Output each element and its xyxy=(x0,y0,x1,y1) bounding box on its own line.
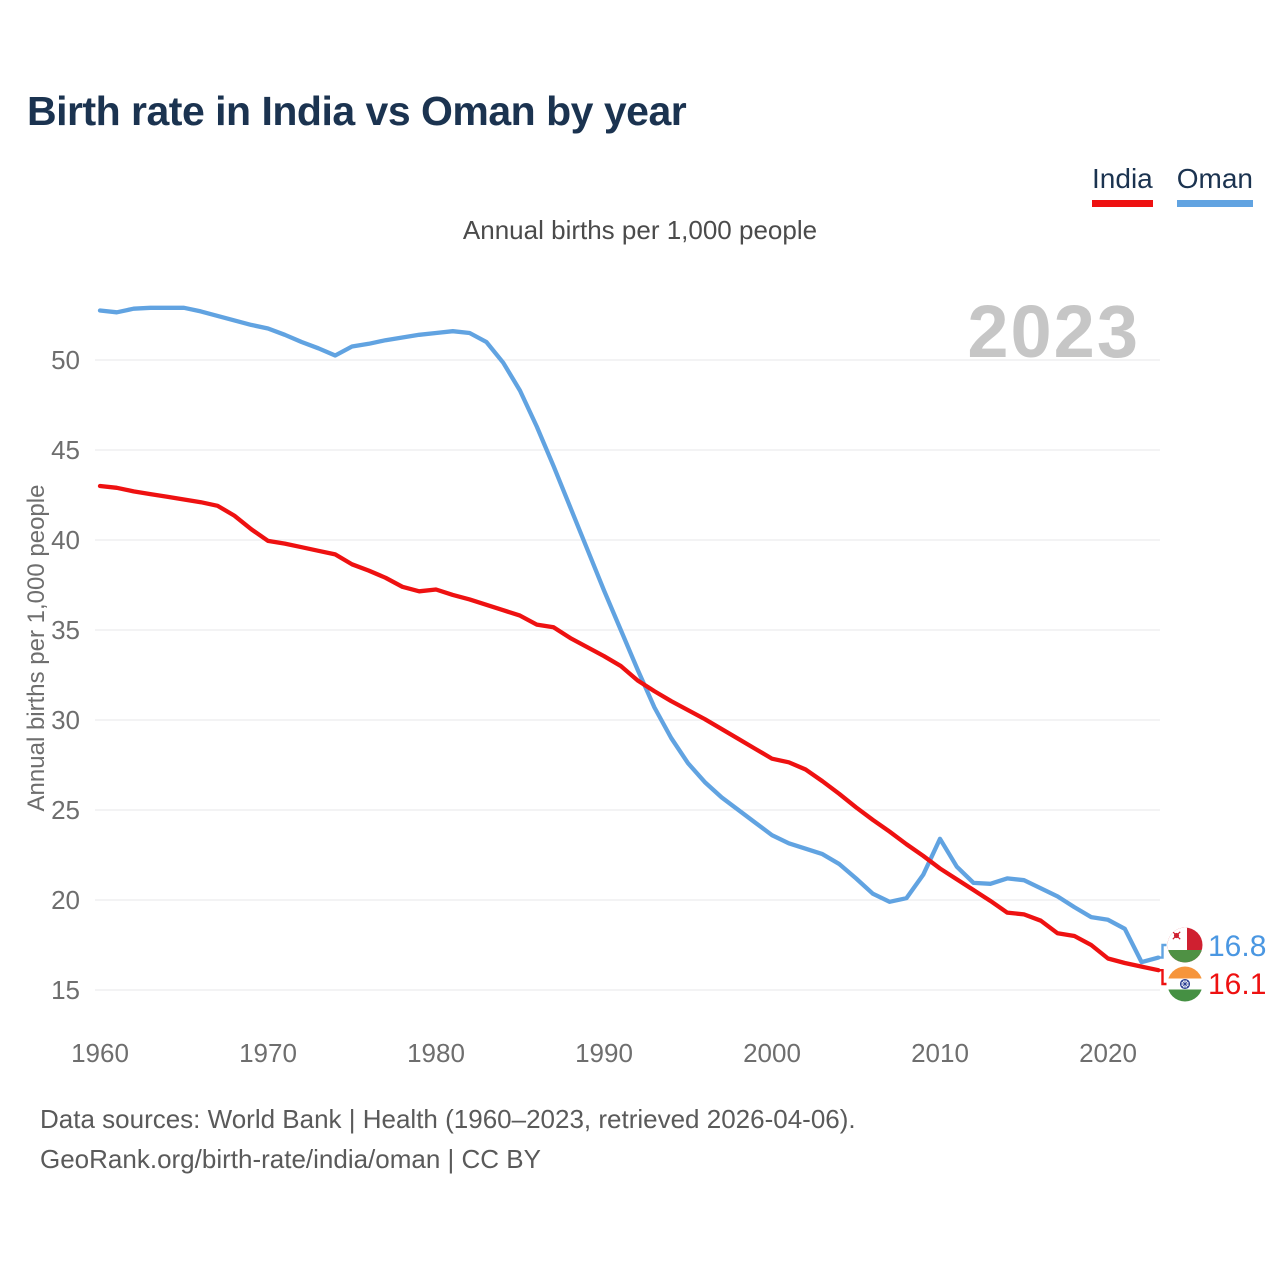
india-leader-line xyxy=(1158,969,1167,986)
x-tick-label: 1990 xyxy=(575,1038,633,1068)
y-tick-label: 35 xyxy=(51,615,80,645)
legend-item-oman[interactable]: Oman xyxy=(1176,163,1253,207)
gridlines xyxy=(95,359,1160,991)
x-tick-label: 1970 xyxy=(239,1038,297,1068)
x-tick-label: 2010 xyxy=(911,1038,969,1068)
footer-attribution: GeoRank.org/birth-rate/india/oman | CC B… xyxy=(40,1144,541,1174)
x-tick-label: 2020 xyxy=(1079,1038,1137,1068)
oman-series-line[interactable] xyxy=(97,305,1161,965)
y-axis-ticks: 15 20 25 30 35 40 45 50 xyxy=(51,345,80,1005)
oman-flag-icon xyxy=(1167,927,1203,963)
footer: Data sources: World Bank | Health (1960–… xyxy=(40,1099,856,1179)
y-tick-label: 40 xyxy=(51,525,80,555)
watermark-year: 2023 xyxy=(967,290,1140,373)
y-tick-label: 50 xyxy=(51,345,80,375)
x-tick-label: 1980 xyxy=(407,1038,465,1068)
y-tick-label: 20 xyxy=(51,885,80,915)
y-tick-label: 25 xyxy=(51,795,80,825)
india-series-line[interactable] xyxy=(97,483,1161,973)
y-tick-label: 15 xyxy=(51,975,80,1005)
india-end-value: 16.1 xyxy=(1208,968,1266,1001)
y-axis-title: Annual births per 1,000 people xyxy=(23,485,50,812)
india-flag-icon xyxy=(1167,966,1203,1002)
chart-subtitle: Annual births per 1,000 people xyxy=(462,215,818,245)
legend: India Oman xyxy=(1092,163,1253,207)
y-tick-label: 30 xyxy=(51,705,80,735)
y-tick-label: 45 xyxy=(51,435,80,465)
footer-sources: Data sources: World Bank | Health (1960–… xyxy=(40,1104,856,1134)
x-tick-label: 1960 xyxy=(71,1038,129,1068)
oman-leader-line xyxy=(1158,943,1167,959)
page-title: Birth rate in India vs Oman by year xyxy=(27,88,687,134)
legend-item-india[interactable]: India xyxy=(1092,163,1153,207)
oman-end-value: 16.8 xyxy=(1208,930,1266,963)
x-tick-label: 2000 xyxy=(743,1038,801,1068)
x-axis-ticks: 1960 1970 1980 1990 2000 2010 2020 xyxy=(71,1038,1137,1068)
